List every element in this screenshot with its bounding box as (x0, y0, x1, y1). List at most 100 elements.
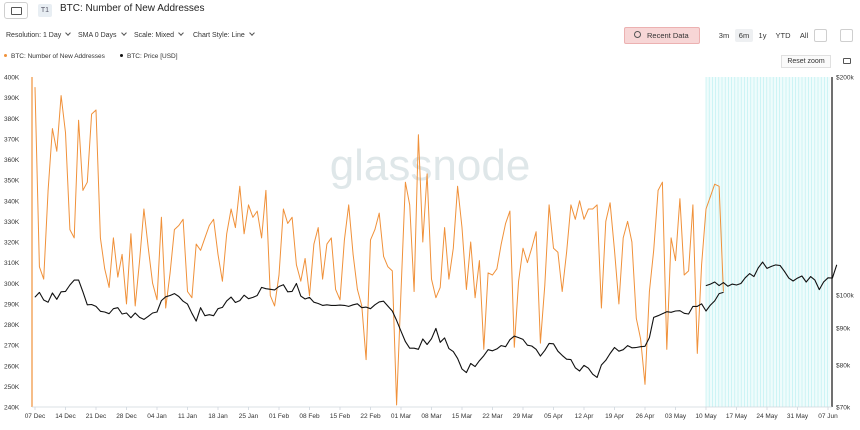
data-point (204, 315, 206, 316)
data-point (723, 291, 724, 292)
data-point (352, 254, 354, 255)
data-point (73, 279, 75, 281)
data-point (775, 264, 777, 266)
data-point (278, 286, 280, 287)
data-point (557, 350, 559, 352)
data-point (391, 310, 393, 312)
camera-icon[interactable] (843, 58, 851, 64)
data-point (291, 216, 293, 218)
data-point (400, 330, 402, 332)
calendar-icon[interactable] (840, 29, 853, 42)
data-point (95, 306, 97, 307)
data-point (117, 276, 119, 278)
data-point (130, 233, 132, 235)
range-1y-button[interactable]: 1y (758, 31, 767, 40)
resolution-dropdown[interactable]: Resolution: 1 Day (6, 30, 72, 39)
range-3m-button[interactable]: 3m (718, 31, 730, 40)
legend-label: BTC: Price [USD] (127, 53, 178, 60)
data-point (492, 274, 493, 276)
x-tick-label: 01 Feb (269, 413, 290, 420)
data-point (470, 241, 472, 243)
data-point (34, 296, 36, 298)
data-point (383, 256, 384, 257)
data-point (714, 281, 716, 283)
sidebar-toggle-button[interactable] (4, 2, 28, 19)
x-tick-label: 15 Feb (330, 413, 351, 420)
zoom-search-icon[interactable] (814, 29, 827, 42)
reset-zoom-button[interactable]: Reset zoom (781, 55, 831, 68)
watermark-text: glassnode (330, 141, 531, 190)
data-point (797, 277, 798, 279)
legend-item-addresses[interactable]: BTC: Number of New Addresses (4, 53, 105, 60)
data-point (618, 350, 620, 352)
data-point (165, 307, 167, 309)
data-point (317, 227, 319, 228)
data-point (574, 367, 576, 369)
x-tick-label: 28 Dec (116, 413, 137, 420)
data-point (178, 296, 180, 297)
data-point (113, 237, 114, 239)
data-point (640, 338, 641, 340)
data-point (788, 277, 790, 279)
data-point (522, 339, 524, 340)
data-point (479, 360, 480, 362)
data-point (152, 282, 153, 284)
data-point (226, 233, 228, 235)
y-left-tick-label: 390K (4, 95, 20, 102)
data-point (300, 280, 302, 282)
data-point (169, 295, 171, 296)
recent-data-button[interactable]: Recent Data (624, 27, 700, 44)
data-point (287, 223, 289, 224)
data-point (827, 277, 829, 279)
data-point (696, 353, 698, 354)
data-point (222, 307, 223, 308)
data-point (500, 345, 502, 346)
range-all-button[interactable]: All (799, 31, 809, 40)
data-point (405, 341, 406, 342)
data-point (156, 311, 158, 313)
data-point (548, 204, 550, 206)
data-point (261, 237, 262, 239)
data-point (683, 274, 685, 276)
data-point (413, 347, 415, 349)
scale-dropdown[interactable]: Scale: Mixed (134, 30, 184, 39)
legend-item-price[interactable]: BTC: Price [USD] (120, 53, 178, 60)
data-point (161, 300, 162, 301)
data-point (583, 219, 585, 220)
data-point (570, 359, 572, 360)
data-point (313, 243, 315, 245)
y-right-tick-label: $200k (836, 75, 854, 82)
range-ytd-button[interactable]: YTD (775, 31, 791, 40)
data-point (91, 304, 92, 305)
data-point (91, 113, 92, 115)
chart-style-dropdown[interactable]: Chart Style: Line (193, 30, 255, 39)
data-point (439, 341, 441, 343)
data-point (73, 237, 75, 239)
data-point (622, 349, 624, 350)
data-point (457, 358, 458, 359)
data-point (792, 280, 794, 282)
data-point (204, 237, 206, 239)
x-tick-label: 29 Mar (513, 413, 534, 420)
data-point (248, 298, 249, 299)
data-point (235, 302, 236, 303)
data-point (269, 295, 271, 296)
data-point (47, 190, 49, 191)
data-point (300, 295, 302, 297)
data-point (208, 314, 210, 315)
data-point (213, 315, 214, 316)
data-point (147, 316, 149, 317)
data-point (405, 181, 406, 183)
y-right-tick-label: $80k (836, 363, 851, 370)
y-left-tick-label: 260K (4, 363, 20, 370)
data-point (217, 308, 219, 309)
range-6m-button[interactable]: 6m (735, 29, 753, 42)
x-tick-label: 07 Jun (818, 413, 838, 420)
data-point (43, 299, 45, 301)
y-right-tick-label: $100k (836, 292, 854, 299)
data-point (679, 198, 681, 199)
data-point (252, 216, 254, 218)
sma-dropdown[interactable]: SMA 0 Days (78, 30, 127, 39)
data-point (592, 373, 594, 375)
data-point (252, 297, 254, 298)
